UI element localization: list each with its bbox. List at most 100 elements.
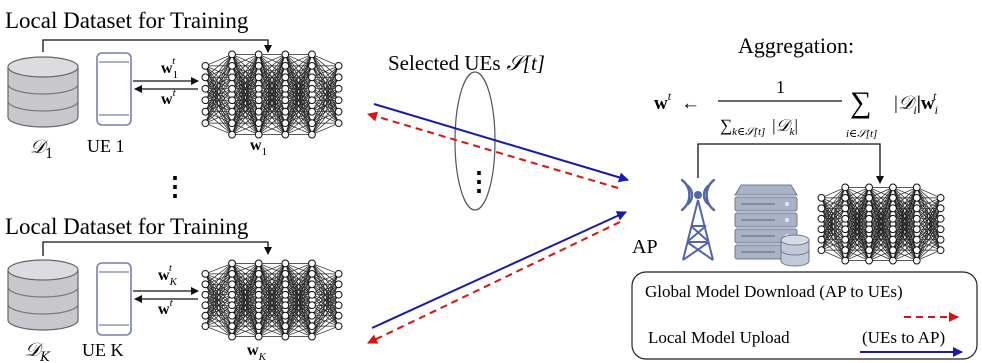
nn-connection [868,187,894,209]
nn-neuron [228,259,236,268]
nn-neuron [281,50,290,59]
nn-neuron [254,290,263,299]
nn-connection [311,284,339,337]
upload-arrow-ueK-to-ap [371,211,627,329]
nn-connection [845,239,870,261]
nn-connection [311,65,339,112]
nn-connection [205,315,233,327]
nn-connection [258,65,286,135]
nn-connection [892,218,918,261]
nn-connection [231,111,259,135]
nn-neuron [912,204,921,213]
nn-connection [821,187,846,209]
nn-connection [285,100,313,135]
nn-connection [821,187,846,230]
nn-connection [205,99,233,124]
nn-connection [845,249,870,261]
nn-connection [284,263,313,337]
ue-bottom-group: Local Dataset for Training 𝒟K UE K wKt w… [5,214,343,363]
nn-neuron [228,119,236,128]
nn-neuron [281,96,290,105]
nn-connection [285,263,313,285]
weight-download-label-top: wt [161,87,177,108]
server-icon [734,184,810,267]
nn-connection [231,54,259,89]
dataset-link-bottom [42,241,272,256]
nn-neuron [841,246,850,255]
nn-connection [868,197,894,261]
nn-neuron [201,290,210,299]
nn-connection [892,187,918,219]
nn-connection [205,263,233,295]
nn-connection [231,263,259,306]
nn-connection [892,208,918,261]
nn-connection [311,305,339,337]
nn-neuron [201,119,210,128]
ue-label-bottom: UE K [82,340,124,360]
nn-neuron [281,84,290,93]
nn-connection [258,263,286,285]
nn-connection [231,305,259,337]
aggregation-title: Aggregation: [738,33,854,58]
dataset-link-top [42,39,272,53]
nn-neuron [308,301,316,310]
nn-connection [258,273,286,337]
nn-connection [892,197,918,261]
nn-neuron [228,96,236,105]
nn-neuron [889,214,897,223]
nn-connection [892,187,917,209]
nn-connection [892,239,917,261]
nn-connection [311,54,339,67]
nn-connection [231,100,259,135]
nn-connection [916,239,941,261]
nn-connection [205,263,233,327]
nn-neuron [817,235,826,244]
nn-connection [845,187,870,199]
nn-connection [258,54,286,78]
nn-connection [258,305,286,337]
nn-connection [205,263,233,285]
nn-connection [258,111,286,135]
nn-connection [258,122,286,135]
nn-neuron [334,73,343,82]
nn-connection [285,111,313,135]
nn-connection [258,54,286,67]
neural-network-icon [201,50,343,139]
nn-connection [258,263,286,327]
nn-connection [231,294,259,337]
nn-neuron [254,322,263,331]
aggregation-formula: wt ← 1 ∑k∈𝒮[t] |𝒟k| ∑ i∈𝒮[t] |𝒟i|wit [654,77,938,140]
nn-connection [868,218,894,261]
upload-arrow-ue1-to-ap [373,103,629,183]
nn-neuron [254,130,263,139]
nn-neuron [308,280,316,289]
nn-connection [205,88,233,124]
nn-neuron [281,119,290,128]
nn-connection [231,325,259,337]
nn-neuron [817,214,826,223]
nn-neuron [281,322,290,331]
nn-connection [205,273,233,327]
nn-neuron [334,107,343,116]
nn-connection [892,187,918,230]
nn-connection [916,229,941,261]
nn-connection [821,187,846,219]
nn-neuron [334,301,343,310]
nn-connection [258,54,286,89]
svg-text:i∈𝒮[t]: i∈𝒮[t] [846,128,877,140]
nn-neuron [228,61,236,70]
nn-connection [868,208,894,261]
nn-connection [258,284,286,337]
nn-neuron [308,84,316,93]
nn-connection [844,229,870,261]
nn-neuron [228,311,236,320]
nn-connection [205,77,233,124]
nn-neuron [201,61,210,70]
nn-connection [258,263,286,306]
nn-neuron [281,61,290,70]
nn-connection [916,197,941,209]
nn-neuron [912,193,921,202]
nn-connection [231,88,259,135]
weight-download-label-bottom: wt [158,297,174,318]
nn-neuron [228,280,236,289]
